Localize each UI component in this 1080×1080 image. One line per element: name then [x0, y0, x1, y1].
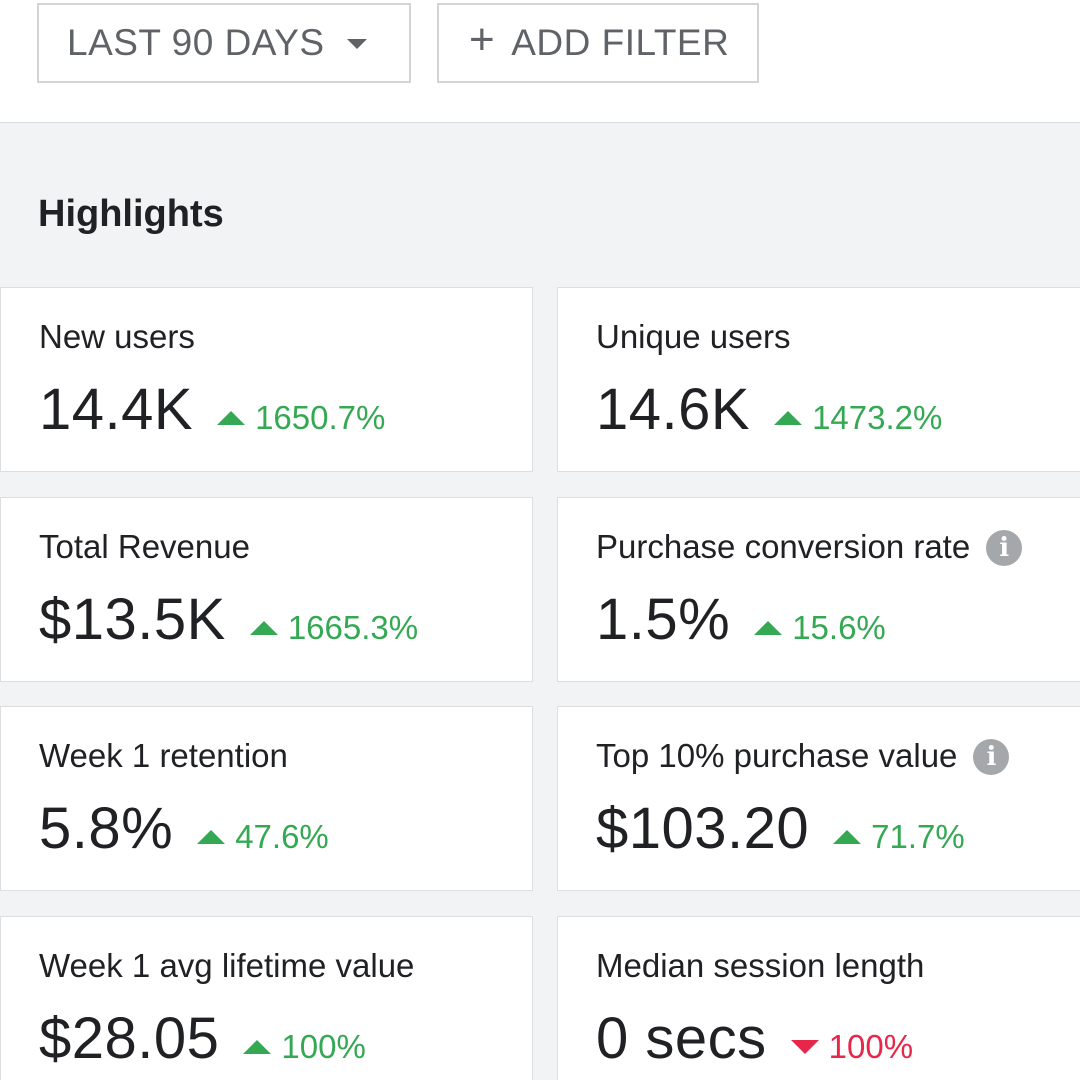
triangle-up-icon — [774, 411, 803, 425]
highlights-section: Highlights New users 14.4K 1650.7% Uniqu… — [0, 123, 1080, 1080]
metric-label-text: Top 10% purchase value — [596, 737, 958, 774]
triangle-down-icon — [790, 1040, 819, 1054]
metric-value: 14.4K — [39, 377, 194, 442]
add-filter-label: ADD FILTER — [511, 22, 730, 63]
caret-down-icon — [346, 39, 367, 49]
triangle-up-icon — [243, 1040, 272, 1054]
metric-label: Median session length — [596, 947, 925, 984]
metric-delta-value: 71.7% — [871, 818, 965, 855]
metric-delta: 47.6% — [197, 818, 329, 856]
triangle-up-icon — [197, 830, 226, 844]
metric-label: Week 1 retention — [39, 737, 288, 774]
metric-card-total-revenue[interactable]: Total Revenue $13.5K 1665.3% — [0, 497, 533, 682]
date-range-dropdown[interactable]: LAST 90 DAYS — [37, 3, 411, 83]
metric-delta: 15.6% — [754, 609, 886, 647]
metric-delta: 1665.3% — [249, 609, 419, 647]
metric-delta-value: 15.6% — [792, 609, 886, 646]
metric-card-week1-retention[interactable]: Week 1 retention 5.8% 47.6% — [0, 706, 533, 891]
metric-value: 5.8% — [39, 796, 174, 861]
metric-delta: 1650.7% — [217, 399, 385, 437]
metric-label: Top 10% purchase value i — [596, 737, 1010, 775]
plus-icon: + — [469, 15, 496, 64]
metric-label: Total Revenue — [39, 528, 250, 565]
metric-label: New users — [39, 318, 195, 355]
metric-value: $103.20 — [596, 796, 810, 861]
metric-value: $13.5K — [39, 587, 226, 652]
metric-card-median-session-length[interactable]: Median session length 0 secs 100% — [557, 916, 1080, 1080]
metric-delta-value: 1473.2% — [812, 399, 943, 436]
metric-label-text: Purchase conversion rate — [596, 528, 971, 565]
info-icon[interactable]: i — [973, 739, 1010, 775]
metric-delta-value: 1665.3% — [287, 609, 419, 646]
metric-delta-value: 100% — [828, 1028, 914, 1065]
metric-card-top10-purchase-value[interactable]: Top 10% purchase value i $103.20 71.7% — [557, 706, 1080, 891]
add-filter-button[interactable]: + ADD FILTER — [437, 3, 759, 83]
triangle-up-icon — [249, 621, 278, 635]
metric-card-new-users[interactable]: New users 14.4K 1650.7% — [0, 287, 533, 472]
metric-card-purchase-conversion-rate[interactable]: Purchase conversion rate i 1.5% 15.6% — [557, 497, 1080, 682]
metric-delta: 1473.2% — [774, 399, 942, 437]
triangle-up-icon — [833, 830, 862, 844]
metric-card-unique-users[interactable]: Unique users 14.6K 1473.2% — [557, 287, 1080, 472]
metric-value: 0 secs — [596, 1006, 767, 1071]
metric-delta-value: 100% — [281, 1028, 366, 1065]
date-range-label: LAST 90 DAYS — [67, 22, 325, 63]
metric-delta-value: 1650.7% — [255, 399, 386, 436]
metric-card-week1-avg-ltv[interactable]: Week 1 avg lifetime value $28.05 100% — [0, 916, 533, 1080]
filter-toolbar: LAST 90 DAYS + ADD FILTER — [0, 0, 1080, 123]
metric-delta-value: 47.6% — [235, 818, 329, 855]
triangle-up-icon — [754, 621, 783, 635]
triangle-up-icon — [217, 411, 246, 425]
section-title: Highlights — [38, 193, 224, 235]
metric-delta: 100% — [243, 1028, 366, 1066]
metric-delta: 100% — [790, 1028, 914, 1066]
metric-value: $28.05 — [39, 1006, 220, 1071]
metric-value: 14.6K — [596, 377, 751, 442]
metric-value: 1.5% — [596, 587, 731, 652]
metric-delta: 71.7% — [833, 818, 965, 856]
metric-label: Week 1 avg lifetime value — [39, 947, 415, 984]
metric-label: Unique users — [596, 318, 791, 355]
info-icon[interactable]: i — [986, 530, 1023, 566]
metric-label: Purchase conversion rate i — [596, 528, 1023, 566]
